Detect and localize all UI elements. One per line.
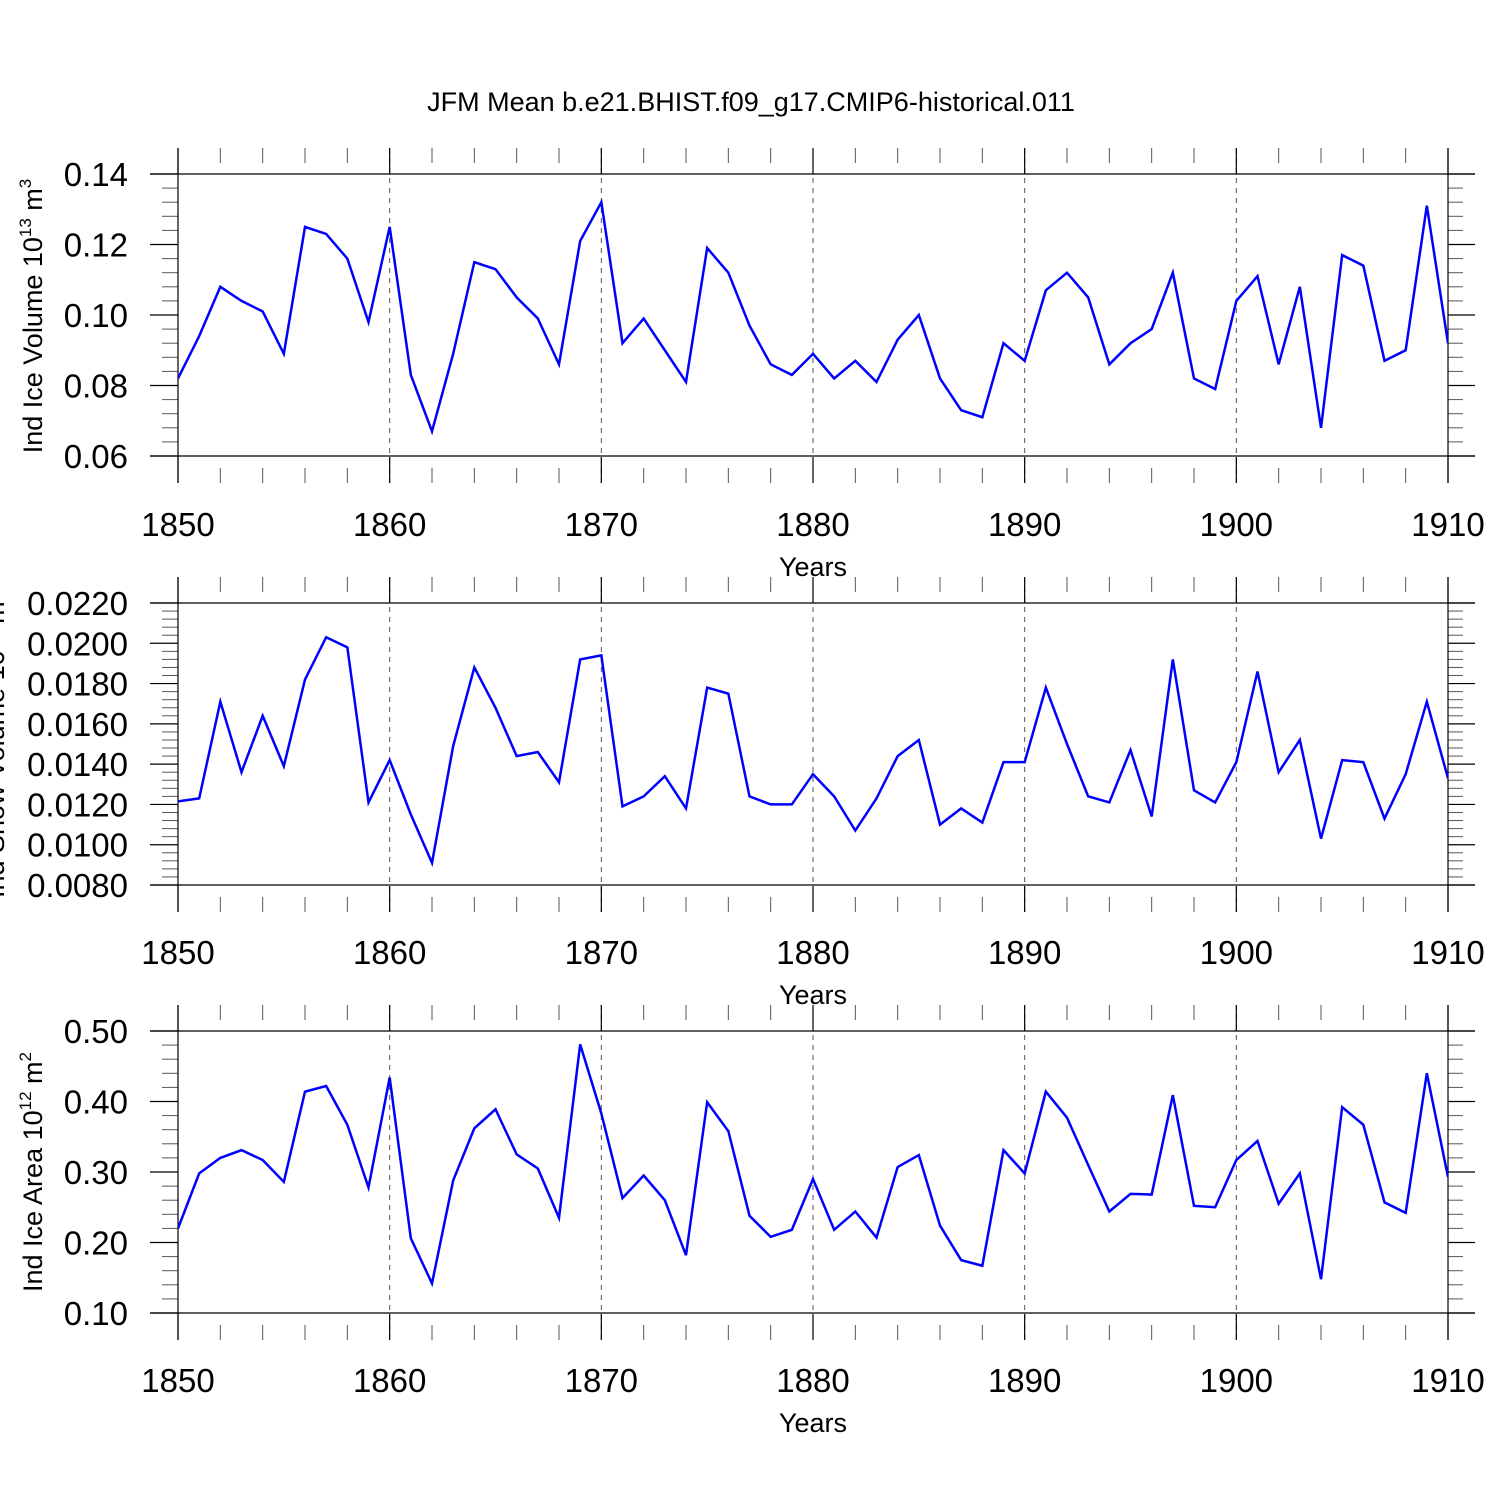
y-axis-label-part: m xyxy=(18,188,48,218)
x-tick-label: 1850 xyxy=(141,506,214,543)
y-tick-label: 0.0220 xyxy=(27,585,128,622)
panel-1: 0.06 0.08 0.10 0.12 0.14 1850 1860 1870 1880 1890… xyxy=(16,148,1485,582)
y-axis-label-exponent: 12 xyxy=(16,1091,35,1110)
y-tick-label: 0.06 xyxy=(64,438,128,475)
y-axis-label-part: Ind Snow Volume 10 xyxy=(0,650,10,898)
x-tick-label: 1860 xyxy=(353,934,426,971)
y-tick-label: 0.50 xyxy=(64,1013,128,1050)
x-axis-label: Years xyxy=(779,1408,847,1438)
y-tick-label: 0.40 xyxy=(64,1084,128,1121)
x-tick-label: 1890 xyxy=(988,506,1061,543)
x-tick-label: 1860 xyxy=(353,1362,426,1399)
x-tick-label: 1880 xyxy=(776,1362,849,1399)
x-tick-label: 1870 xyxy=(565,506,638,543)
x-tick-label: 1850 xyxy=(141,1362,214,1399)
y-axis-label-part: Ind Ice Volume 10 xyxy=(18,237,48,453)
x-tick-label: 1910 xyxy=(1411,506,1484,543)
y-axis-label-exponent: 2 xyxy=(16,1052,35,1061)
y-axis-label-part: m xyxy=(0,601,10,631)
x-tick-label: 1870 xyxy=(565,934,638,971)
y-axis-label-part: m xyxy=(18,1061,48,1091)
x-tick-label: 1870 xyxy=(565,1362,638,1399)
y-tick-label: 0.20 xyxy=(64,1225,128,1262)
x-tick-label: 1910 xyxy=(1411,1362,1484,1399)
y-tick-label: 0.0200 xyxy=(27,625,128,662)
y-axis-label: Ind Ice Volume 1013 m3 xyxy=(16,179,48,454)
y-tick-label: 0.0080 xyxy=(27,867,128,904)
y-tick-label: 0.0160 xyxy=(27,706,128,743)
x-tick-label: 1900 xyxy=(1200,934,1273,971)
x-tick-label: 1880 xyxy=(776,506,849,543)
y-axis-label: Ind Ice Area 1012 m2 xyxy=(16,1052,48,1292)
y-tick-label: 0.10 xyxy=(64,297,128,334)
y-axis-label-part: Ind Ice Area 10 xyxy=(18,1110,48,1292)
x-tick-label: 1890 xyxy=(988,934,1061,971)
y-tick-label: 0.0140 xyxy=(27,746,128,783)
y-axis-label: Ind Snow Volume 1013 m3 xyxy=(0,592,10,898)
y-tick-label: 0.0120 xyxy=(27,786,128,823)
x-tick-label: 1890 xyxy=(988,1362,1061,1399)
panel-3: 0.10 0.20 0.30 0.40 0.50 1850 1860 1870 1880 1890… xyxy=(16,1005,1485,1438)
x-tick-label: 1910 xyxy=(1411,934,1484,971)
y-tick-label: 0.30 xyxy=(64,1154,128,1191)
x-tick-label: 1880 xyxy=(776,934,849,971)
series-line xyxy=(178,202,1448,431)
y-tick-label: 0.10 xyxy=(64,1295,128,1332)
y-tick-label: 0.12 xyxy=(64,227,128,264)
y-tick-label: 0.0100 xyxy=(27,827,128,864)
y-tick-label: 0.08 xyxy=(64,368,128,405)
x-tick-label: 1900 xyxy=(1200,1362,1273,1399)
x-tick-label: 1900 xyxy=(1200,506,1273,543)
y-axis-label-exponent: 13 xyxy=(16,218,35,237)
y-tick-label: 0.0180 xyxy=(27,666,128,703)
y-tick-label: 0.14 xyxy=(64,156,128,193)
y-axis-label-exponent: 3 xyxy=(16,179,35,188)
x-tick-label: 1860 xyxy=(353,506,426,543)
x-tick-label: 1850 xyxy=(141,934,214,971)
chart-title: JFM Mean b.e21.BHIST.f09_g17.CMIP6-histo… xyxy=(427,87,1075,117)
